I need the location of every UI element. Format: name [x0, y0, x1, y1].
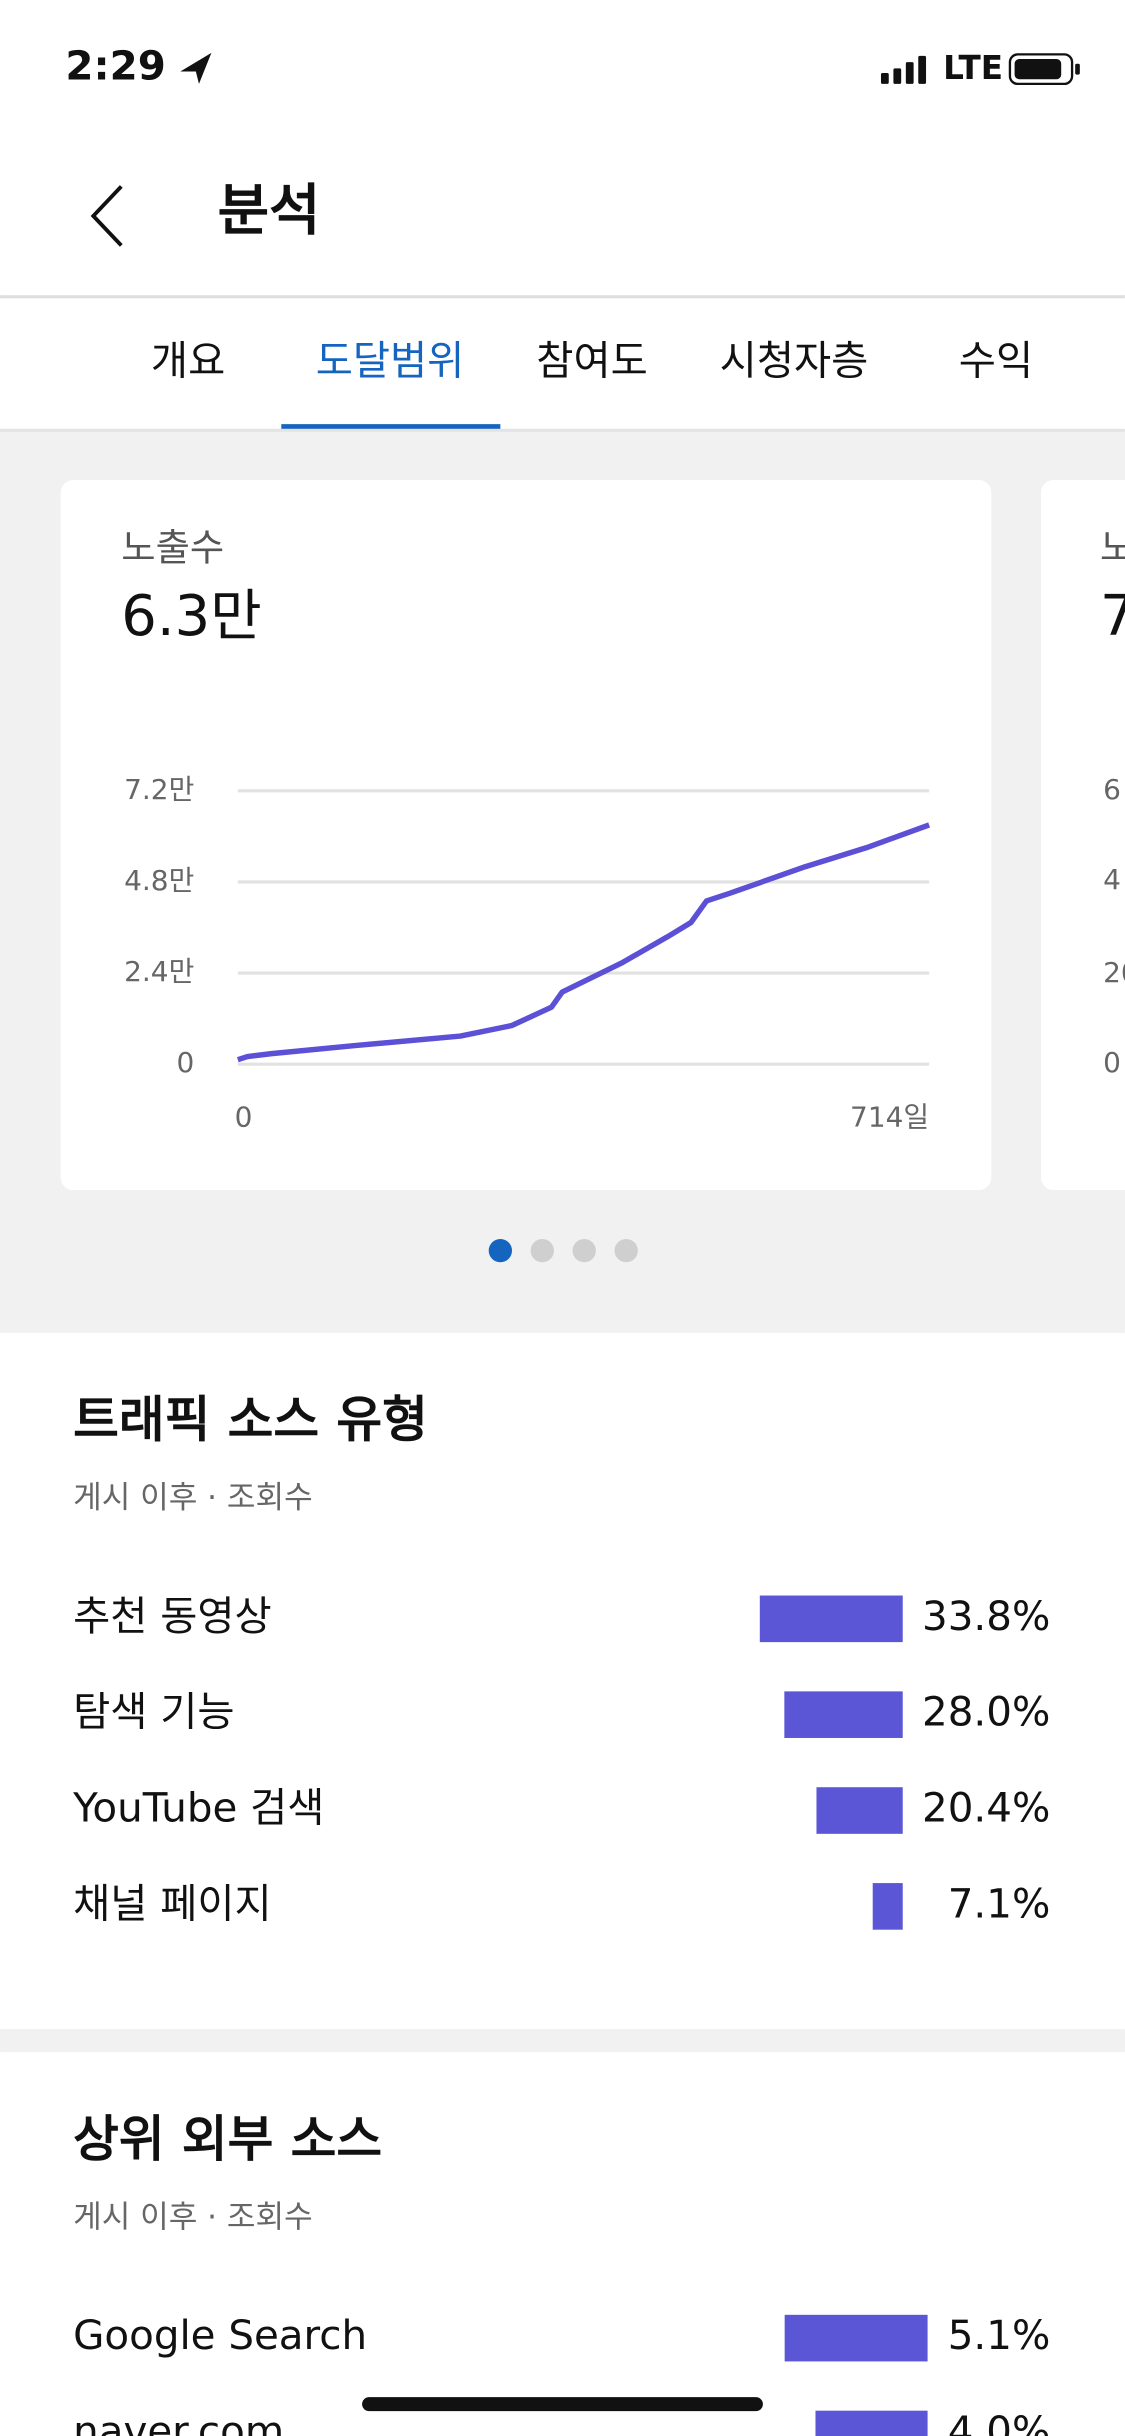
category-label[interactable]: 추천 동영상: [73, 1593, 272, 1640]
divider: [0, 428, 1125, 432]
next-metric-card[interactable]: [1041, 480, 1125, 1191]
line-chart: 노출수 6.3만 0 2.4만 4.8만 7.2만 0 714일: [121, 525, 931, 1134]
y-tick-label: 0: [177, 1046, 195, 1079]
divider: [0, 295, 1125, 299]
section-subtitle: 게시 이후 · 조회수: [73, 2199, 313, 2235]
section-background: [0, 2052, 1125, 2436]
tab[interactable]: 시청자층: [720, 338, 869, 385]
section-title: 트래픽 소스 유형: [73, 1391, 428, 1449]
location-icon: [180, 52, 212, 84]
pager-dot[interactable]: [572, 1238, 596, 1263]
section-title: 상위 외부 소스: [73, 2110, 382, 2168]
tab[interactable]: 개요: [151, 338, 225, 385]
x-tick-label: 714일: [850, 1101, 929, 1134]
next-card-content: 노 7 6 4 20 0: [1100, 525, 1125, 1079]
status-time: 2:29: [65, 42, 165, 89]
bar: [759, 1595, 903, 1643]
category-label[interactable]: YouTube 검색: [72, 1785, 324, 1832]
value-label: 5.1%: [948, 2312, 1051, 2359]
value-label: 7.1%: [948, 1880, 1051, 1927]
header-title: 분석: [218, 179, 321, 244]
x-tick-label: 0: [235, 1101, 253, 1134]
y-tick-label: 20: [1103, 956, 1125, 989]
bar: [784, 2314, 928, 2362]
tab[interactable]: 수익: [959, 338, 1033, 385]
battery-icon: [1008, 53, 1080, 86]
pager-dot[interactable]: [614, 1238, 638, 1263]
section-background: [0, 1332, 1125, 2029]
metric-card[interactable]: [60, 480, 992, 1191]
home-indicator: [362, 2397, 763, 2412]
y-tick-label: 4.8만: [124, 864, 194, 897]
card-title: 노: [1100, 525, 1125, 569]
bar: [784, 1691, 903, 1738]
pager-dot[interactable]: [530, 1238, 554, 1263]
signal-icon: [880, 55, 927, 84]
y-tick-label: 7.2만: [124, 773, 194, 806]
bar: [872, 1883, 903, 1930]
back-button[interactable]: [90, 185, 123, 247]
card-value: 6.3만: [121, 584, 261, 649]
network-label: LTE: [943, 49, 1003, 87]
category-label[interactable]: 탐색 기능: [73, 1689, 234, 1736]
pager-dot[interactable]: [488, 1238, 513, 1263]
tab-indicator: [281, 424, 501, 431]
value-label: 33.8%: [922, 1593, 1050, 1640]
section-gap: [0, 2028, 1125, 2053]
y-tick-label: 0: [1103, 1046, 1121, 1079]
category-label[interactable]: naver.com: [73, 2408, 284, 2436]
section-subtitle: 게시 이후 · 조회수: [73, 1480, 313, 1516]
category-label[interactable]: Google Search: [73, 2312, 367, 2359]
bar: [816, 1787, 903, 1834]
tab-bar: 개요 도달범위 참여도 시청자층 수익: [151, 338, 1033, 431]
data-line: [236, 822, 931, 1063]
card-title: 노출수: [121, 525, 224, 569]
tab[interactable]: 도달범위: [316, 338, 465, 385]
pager: [488, 1238, 638, 1263]
bar: [815, 2410, 928, 2436]
y-tick-label: 4: [1103, 863, 1121, 896]
card-value: 7: [1100, 584, 1125, 649]
value-label: 28.0%: [922, 1689, 1050, 1736]
value-label: 20.4%: [922, 1785, 1050, 1832]
value-label: 4.0%: [948, 2408, 1051, 2436]
tab[interactable]: 참여도: [536, 338, 647, 385]
y-tick-label: 2.4만: [124, 955, 194, 988]
y-tick-label: 6: [1103, 773, 1121, 806]
category-label[interactable]: 채널 페이지: [73, 1880, 272, 1927]
